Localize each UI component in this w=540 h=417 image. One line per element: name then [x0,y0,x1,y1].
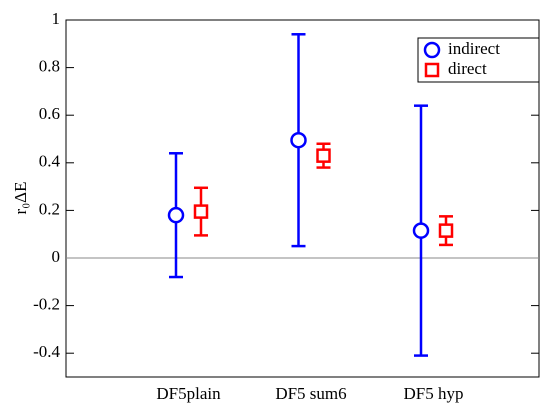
y-tick-label: 0 [52,247,61,266]
marker [438,223,454,238]
y-tick-label: -0.4 [33,342,60,361]
x-tick-label: DF5 hyp [404,384,464,403]
x-tick-label: DF5 sum6 [275,384,346,403]
marker [316,148,331,163]
y-tick-label: -0.2 [33,295,60,314]
legend-label: indirect [448,39,500,58]
y-axis-label: r₀ΔE [11,182,30,215]
y-tick-label: 1 [52,9,61,28]
plot-frame [65,19,540,378]
marker [412,222,430,239]
y-tick-label: 0.8 [39,57,60,76]
y-tick-label: 0.2 [39,199,60,218]
legend-marker [423,41,441,59]
y-tick-label: 0.4 [39,152,61,171]
legend-label: direct [448,59,487,78]
x-tick-label: DF5plain [156,384,221,403]
marker [290,131,307,149]
marker [167,206,185,224]
y-tick-label: 0.6 [39,104,60,123]
marker [193,204,209,219]
legend-marker [424,62,440,78]
